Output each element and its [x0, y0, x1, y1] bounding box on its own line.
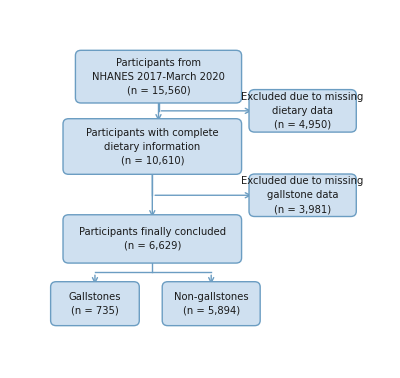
FancyBboxPatch shape	[63, 215, 242, 263]
Text: Participants from
NHANES 2017-March 2020
(n = 15,560): Participants from NHANES 2017-March 2020…	[92, 58, 225, 96]
FancyBboxPatch shape	[249, 90, 356, 132]
Text: Excluded due to missing
gallstone data
(n = 3,981): Excluded due to missing gallstone data (…	[242, 176, 364, 214]
Text: Participants finally concluded
(n = 6,629): Participants finally concluded (n = 6,62…	[79, 227, 226, 251]
FancyBboxPatch shape	[162, 282, 260, 326]
Text: Excluded due to missing
dietary data
(n = 4,950): Excluded due to missing dietary data (n …	[242, 92, 364, 130]
FancyBboxPatch shape	[51, 282, 139, 326]
FancyBboxPatch shape	[63, 119, 242, 174]
Text: Gallstones
(n = 735): Gallstones (n = 735)	[69, 292, 121, 316]
Text: Non-gallstones
(n = 5,894): Non-gallstones (n = 5,894)	[174, 292, 248, 316]
Text: Participants with complete
dietary information
(n = 10,610): Participants with complete dietary infor…	[86, 127, 219, 166]
FancyBboxPatch shape	[76, 50, 242, 103]
FancyBboxPatch shape	[249, 174, 356, 217]
